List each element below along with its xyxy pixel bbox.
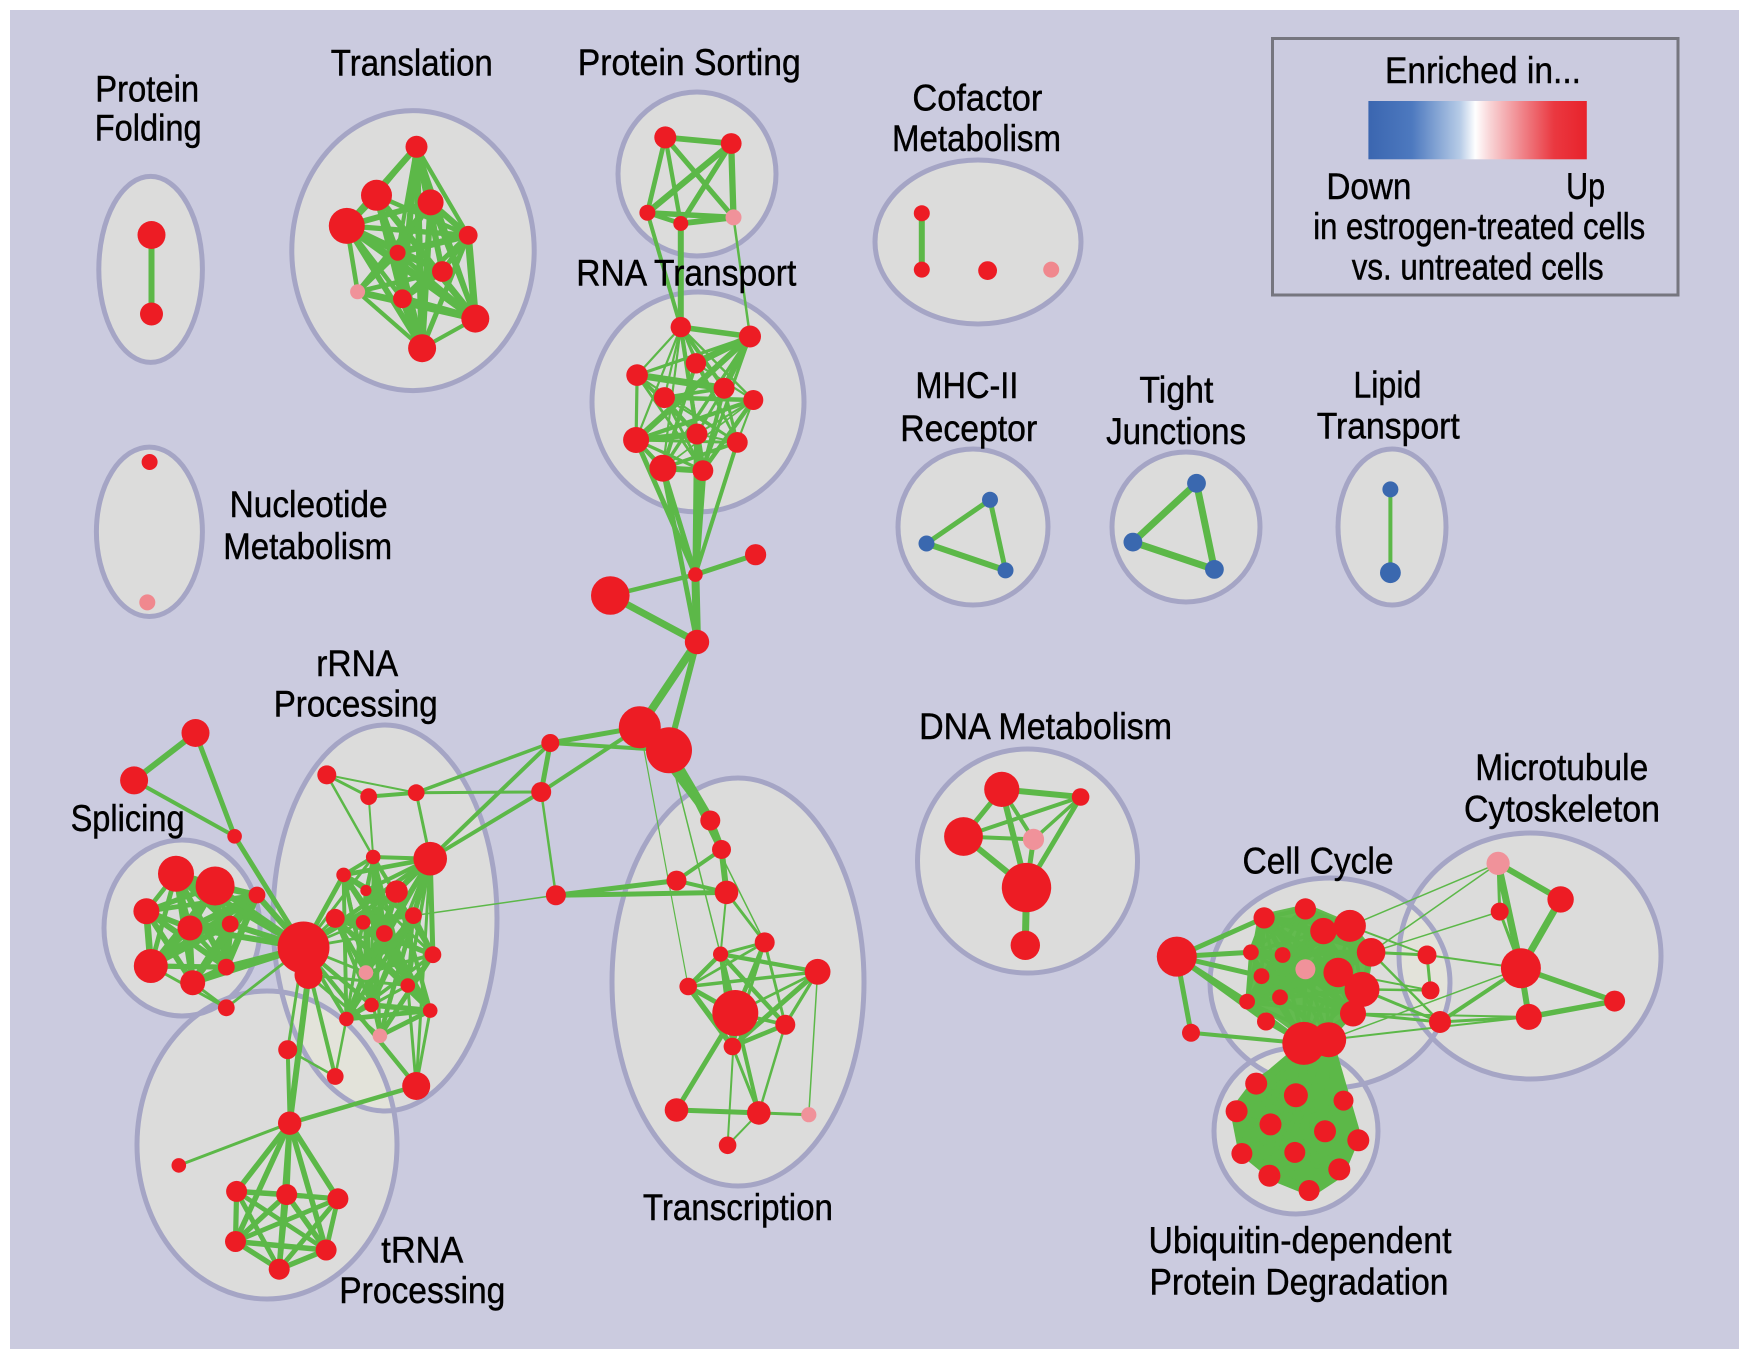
svg-text:rRNA: rRNA <box>316 643 398 684</box>
svg-text:Tight: Tight <box>1139 370 1214 411</box>
svg-text:Processing: Processing <box>339 1270 505 1311</box>
svg-text:Cell Cycle: Cell Cycle <box>1243 841 1394 882</box>
svg-text:Lipid: Lipid <box>1353 365 1421 406</box>
svg-text:Up: Up <box>1566 166 1605 207</box>
svg-text:MHC-II: MHC-II <box>915 365 1018 406</box>
svg-text:Transport: Transport <box>1317 406 1461 447</box>
svg-text:vs. untreated cells: vs. untreated cells <box>1352 247 1604 288</box>
svg-text:Down: Down <box>1326 166 1411 207</box>
svg-text:Cytoskeleton: Cytoskeleton <box>1464 789 1660 830</box>
svg-text:Protein Degradation: Protein Degradation <box>1150 1262 1449 1303</box>
svg-text:tRNA: tRNA <box>381 1230 463 1271</box>
svg-text:Enriched in...: Enriched in... <box>1385 50 1581 91</box>
svg-text:Transcription: Transcription <box>643 1187 833 1228</box>
svg-text:Processing: Processing <box>274 684 438 725</box>
svg-text:Splicing: Splicing <box>71 798 185 839</box>
svg-text:in estrogen-treated cells: in estrogen-treated cells <box>1313 206 1645 247</box>
svg-text:Translation: Translation <box>331 42 493 83</box>
svg-text:Protein Sorting: Protein Sorting <box>578 42 801 83</box>
svg-text:Ubiquitin-dependent: Ubiquitin-dependent <box>1149 1220 1453 1261</box>
svg-text:Protein: Protein <box>95 69 199 110</box>
svg-text:Metabolism: Metabolism <box>223 526 392 567</box>
svg-text:Microtubule: Microtubule <box>1475 747 1648 788</box>
svg-text:Nucleotide: Nucleotide <box>230 484 388 525</box>
svg-text:Junctions: Junctions <box>1106 411 1246 452</box>
svg-text:Receptor: Receptor <box>900 408 1037 449</box>
svg-text:DNA Metabolism: DNA Metabolism <box>919 706 1172 747</box>
svg-text:RNA Transport: RNA Transport <box>576 253 797 294</box>
svg-text:Folding: Folding <box>95 108 202 149</box>
svg-text:Metabolism: Metabolism <box>892 118 1061 159</box>
svg-text:Cofactor: Cofactor <box>912 78 1042 119</box>
